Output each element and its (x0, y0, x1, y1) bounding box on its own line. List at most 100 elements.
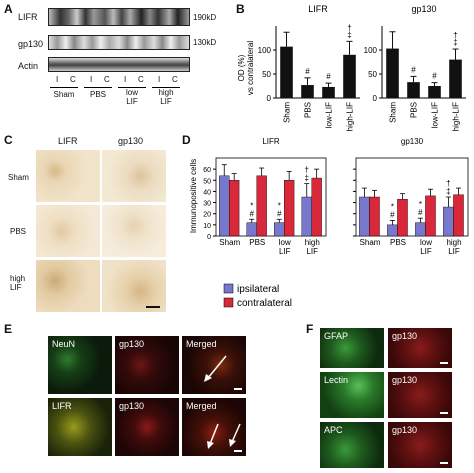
panel-b-ylabel-line2: vs contralateral (246, 41, 255, 95)
chart-d1-xlabel-3-1: LIF (306, 247, 318, 256)
micro-gp130-f1: gp130 (388, 328, 452, 368)
panel-label-a: A (4, 2, 13, 16)
chart-d1-bar-0-0 (219, 175, 230, 237)
chart-d1-xlabel-3-0: high (305, 238, 320, 247)
scale-bar-e2 (234, 450, 242, 452)
group-sham: Sham (53, 90, 75, 99)
chart-d1-ytick-label-50: 50 (203, 178, 211, 185)
label-apc: APC (324, 425, 343, 435)
group-line-pbs (84, 87, 112, 88)
chart-b1-xlabel-3: high-LIF (346, 102, 355, 131)
chart-d2-bar-0-2 (415, 222, 426, 237)
chart-d2-bar-1-0 (369, 196, 380, 237)
panel-b-ylabel-line1: OD (%) (237, 54, 246, 81)
panel-d-ylabel: Immunopositive cells (189, 159, 198, 233)
blot-label-lifr: LIFR (18, 12, 38, 22)
micro-lifr-e: LIFR (48, 398, 112, 456)
blot-band-actin (48, 57, 190, 72)
chart-d1-annot-0-1: # (250, 209, 255, 218)
label-gp130-f1: gp130 (392, 331, 418, 341)
chart-d1-bar-1-3 (311, 177, 322, 237)
chart-b2-bar-2 (428, 86, 441, 98)
legend-ipsilateral: ipsilateral (237, 284, 279, 295)
chart-d1-ytick-label-40: 40 (203, 189, 211, 196)
chart-b2-xlabel-0: Sham (389, 102, 398, 123)
group-pbs: PBS (89, 90, 106, 99)
label-neun: NeuN (52, 339, 76, 349)
chart-d2-annot-1-0: * (419, 200, 422, 209)
lane-i-2: I (90, 75, 93, 84)
chart-d1-bar-1-0 (229, 180, 240, 237)
chart-b1-bar-3 (343, 54, 356, 98)
chart-d1-annot-0-0: * (250, 201, 253, 210)
chart-d1-xlabel-2-0: low (279, 238, 291, 247)
chart-b2-bar-1 (407, 82, 420, 98)
panel-label-d: D (182, 133, 191, 147)
chart-b2-ytick-label-0: 0 (373, 94, 378, 103)
chart-b2-title: gp130 (411, 4, 436, 14)
arrow-icons-e2 (207, 423, 241, 449)
label-gp130-f2: gp130 (392, 375, 418, 385)
micro-apc: APC (320, 422, 384, 468)
micro-lectin: Lectin (320, 372, 384, 418)
chart-d2-annot-0-1: # (390, 210, 395, 219)
chart-d1-annot-2-0: † (305, 166, 309, 175)
group-line-low (118, 87, 146, 88)
chart-b1-xlabel-0: Sham (283, 102, 292, 123)
panel-c-col-gp130: gp130 (118, 136, 144, 146)
chart-d2-bar-0-3 (443, 206, 454, 237)
micro-neun: NeuN (48, 336, 112, 394)
chart-d1-ytick-label-0: 0 (207, 234, 211, 241)
chart-b-gp130: gp130 0 50 100 Sham PBS low-LIF high-LIF # # †‡ (364, 4, 466, 131)
chart-b2-annot-1-0: # (432, 72, 437, 81)
panel-label-e: E (4, 322, 13, 336)
label-lectin: Lectin (324, 375, 349, 385)
chart-d1-ytick-label-20: 20 (203, 212, 211, 219)
chart-b1-annot-0-0: # (305, 67, 310, 76)
chart-b1-ytick-label-50: 50 (262, 70, 271, 79)
label-gfap: GFAP (324, 331, 349, 341)
micro-lifr-high (36, 260, 100, 312)
chart-b1-title: LIFR (308, 4, 328, 14)
chart-d2-xlabel-1-0: PBS (390, 238, 406, 247)
scale-bar-f3 (440, 462, 448, 464)
chart-b2-xlabel-1: PBS (410, 102, 419, 118)
micro-gp130-f3: gp130 (388, 422, 452, 468)
lane-i-1: I (56, 75, 59, 84)
label-merged-e1: Merged (186, 339, 217, 349)
panel-c-row-pbs: PBS (10, 227, 27, 236)
label-gp130-f3: gp130 (392, 425, 418, 435)
micro-lifr-pbs (36, 205, 100, 257)
chart-d2-bar-1-3 (453, 194, 464, 237)
panel-c-col-lifr: LIFR (58, 136, 78, 146)
label-lifr-e: LIFR (52, 401, 72, 411)
scale-bar-f1 (440, 362, 448, 364)
group-low-lif: low LIF (125, 88, 138, 106)
chart-b2-annot-2-0: † (453, 31, 457, 40)
chart-d1-ytick-label-30: 30 (203, 201, 211, 208)
lane-i-4: I (158, 75, 161, 84)
chart-d2-xlabel-3-0: high (446, 238, 461, 247)
chart-b1-bar-0 (280, 46, 293, 98)
chart-d1-xlabel-1-0: PBS (249, 238, 265, 247)
panel-d-charts: Immunopositive cells LIFR 0 10 20 30 40 50 60 Sh… (189, 137, 469, 309)
micro-gp130-e2: gp130 (115, 398, 179, 456)
panel-label-f: F (306, 322, 314, 336)
micro-gp130-pbs (102, 205, 166, 257)
chart-b2-bar-3 (449, 59, 462, 98)
chart-d2-xlabel-0-0: Sham (360, 238, 381, 247)
blot-band-gp130 (48, 35, 190, 50)
micro-lifr-sham (36, 150, 100, 202)
chart-b1-xlabel-2: low-LIF (325, 102, 334, 128)
arrow-icon-e1 (204, 355, 227, 382)
label-merged-e2: Merged (186, 401, 217, 411)
panel-c-row-high-lif: high LIF (10, 274, 26, 292)
chart-d2-title: gp130 (401, 137, 424, 146)
blot-size-190: 190kD (193, 13, 217, 22)
legend-swatch-contralateral (223, 297, 234, 308)
chart-b1-annot-2-0: † (347, 23, 351, 32)
chart-d2-annot-1-1: # (418, 208, 423, 217)
chart-d1-ytick-label-60: 60 (203, 167, 211, 174)
